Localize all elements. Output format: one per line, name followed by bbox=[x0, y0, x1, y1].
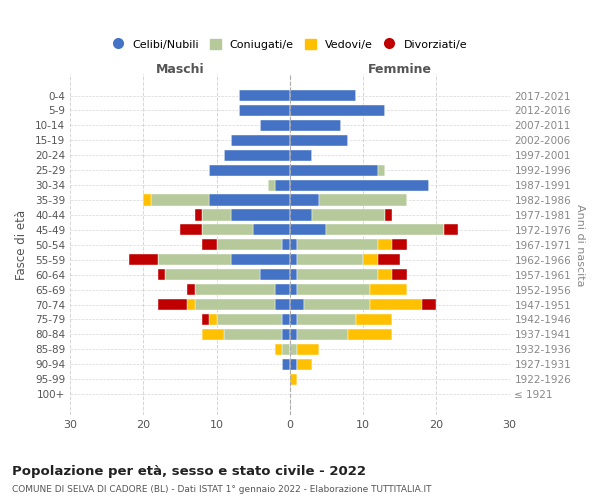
Bar bbox=[377, 239, 392, 250]
Bar bbox=[283, 329, 290, 340]
Bar bbox=[297, 254, 363, 266]
Bar bbox=[290, 164, 377, 176]
Bar bbox=[194, 284, 275, 295]
Bar bbox=[275, 180, 290, 190]
Bar bbox=[283, 314, 290, 325]
Legend: Celibi/Nubili, Coniugati/e, Vedovi/e, Divorziati/e: Celibi/Nubili, Coniugati/e, Vedovi/e, Di… bbox=[109, 36, 471, 53]
Bar bbox=[209, 194, 290, 205]
Text: Popolazione per età, sesso e stato civile - 2022: Popolazione per età, sesso e stato civil… bbox=[12, 465, 366, 478]
Bar bbox=[290, 194, 319, 205]
Bar bbox=[202, 314, 209, 325]
Bar bbox=[290, 135, 349, 146]
Bar bbox=[304, 299, 370, 310]
Bar bbox=[143, 194, 151, 205]
Bar bbox=[275, 284, 290, 295]
Bar bbox=[377, 254, 400, 266]
Bar bbox=[158, 254, 231, 266]
Bar bbox=[290, 299, 304, 310]
Bar bbox=[202, 239, 217, 250]
Bar bbox=[275, 344, 283, 355]
Bar bbox=[290, 105, 385, 116]
Bar bbox=[290, 150, 312, 161]
Bar bbox=[443, 224, 458, 235]
Bar bbox=[290, 344, 297, 355]
Bar bbox=[290, 210, 312, 220]
Bar bbox=[158, 299, 187, 310]
Bar bbox=[180, 224, 202, 235]
Bar bbox=[297, 329, 349, 340]
Bar bbox=[128, 254, 158, 266]
Bar bbox=[290, 374, 297, 384]
Bar bbox=[217, 239, 283, 250]
Bar bbox=[209, 314, 217, 325]
Bar bbox=[392, 269, 407, 280]
Bar bbox=[260, 269, 290, 280]
Bar bbox=[377, 269, 392, 280]
Bar bbox=[290, 254, 297, 266]
Bar bbox=[290, 90, 356, 101]
Bar bbox=[239, 105, 290, 116]
Bar bbox=[392, 239, 407, 250]
Bar bbox=[290, 180, 429, 190]
Bar bbox=[297, 239, 377, 250]
Bar bbox=[217, 314, 283, 325]
Text: Maschi: Maschi bbox=[155, 63, 204, 76]
Bar bbox=[268, 180, 275, 190]
Bar bbox=[194, 210, 202, 220]
Y-axis label: Anni di nascita: Anni di nascita bbox=[575, 204, 585, 286]
Bar bbox=[165, 269, 260, 280]
Bar bbox=[297, 284, 370, 295]
Bar bbox=[187, 299, 194, 310]
Bar bbox=[297, 358, 312, 370]
Bar bbox=[224, 329, 283, 340]
Text: Femmine: Femmine bbox=[368, 63, 431, 76]
Bar bbox=[202, 329, 224, 340]
Bar bbox=[363, 254, 377, 266]
Bar bbox=[326, 224, 443, 235]
Bar bbox=[275, 299, 290, 310]
Bar bbox=[356, 314, 392, 325]
Bar bbox=[202, 224, 253, 235]
Bar bbox=[290, 358, 297, 370]
Bar bbox=[283, 358, 290, 370]
Bar bbox=[297, 344, 319, 355]
Bar bbox=[290, 284, 297, 295]
Bar bbox=[385, 210, 392, 220]
Bar bbox=[194, 299, 275, 310]
Bar bbox=[370, 299, 422, 310]
Bar bbox=[377, 164, 385, 176]
Bar bbox=[231, 254, 290, 266]
Bar bbox=[290, 269, 297, 280]
Bar bbox=[349, 329, 392, 340]
Bar bbox=[370, 284, 407, 295]
Bar bbox=[290, 329, 297, 340]
Bar bbox=[290, 314, 297, 325]
Bar bbox=[260, 120, 290, 131]
Bar bbox=[239, 90, 290, 101]
Bar bbox=[290, 239, 297, 250]
Bar bbox=[319, 194, 407, 205]
Text: COMUNE DI SELVA DI CADORE (BL) - Dati ISTAT 1° gennaio 2022 - Elaborazione TUTTI: COMUNE DI SELVA DI CADORE (BL) - Dati IS… bbox=[12, 485, 431, 494]
Bar bbox=[151, 194, 209, 205]
Bar bbox=[187, 284, 194, 295]
Bar bbox=[290, 120, 341, 131]
Bar bbox=[283, 344, 290, 355]
Bar bbox=[224, 150, 290, 161]
Bar bbox=[231, 135, 290, 146]
Bar bbox=[312, 210, 385, 220]
Bar bbox=[209, 164, 290, 176]
Bar bbox=[297, 269, 377, 280]
Bar bbox=[422, 299, 436, 310]
Bar bbox=[297, 314, 356, 325]
Bar bbox=[231, 210, 290, 220]
Y-axis label: Fasce di età: Fasce di età bbox=[15, 210, 28, 280]
Bar bbox=[283, 239, 290, 250]
Bar bbox=[202, 210, 231, 220]
Bar bbox=[158, 269, 165, 280]
Bar bbox=[253, 224, 290, 235]
Bar bbox=[290, 224, 326, 235]
